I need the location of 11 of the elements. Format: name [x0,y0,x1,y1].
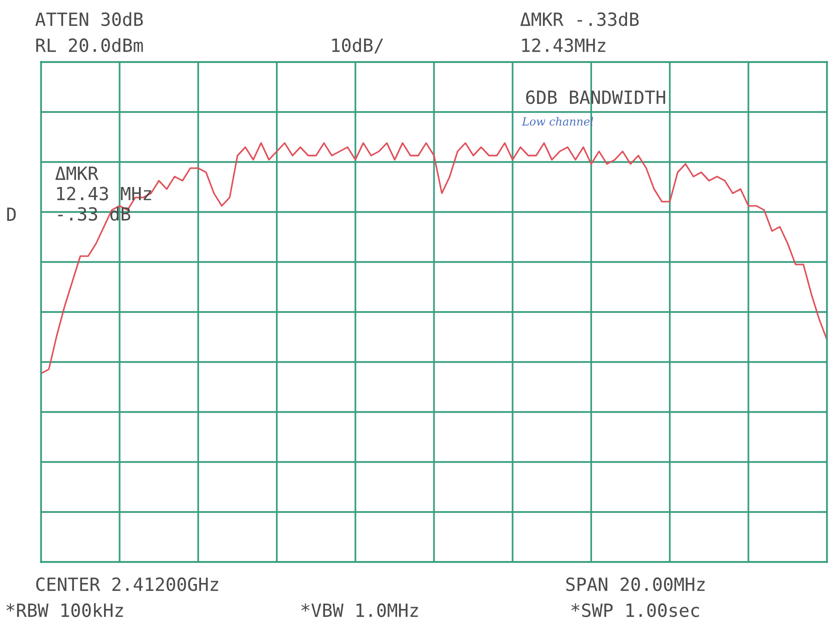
text: D [7,208,16,221]
text: CENTER 2.41200GHz [36,577,218,592]
text: ΔMKR -.33dB [520,12,639,26]
text: *VBW 1.0MHz [301,603,418,618]
text: 10dB/ [332,38,383,54]
text: SPAN 20.00MHz [566,577,705,592]
text: *RBW 100kHz [6,603,123,618]
text: ATTEN 30dB [35,12,143,26]
text: *SWP 1.00sec [571,603,699,618]
text: 12.43MHz [522,38,606,52]
text: RL 20.0dBm [36,38,143,52]
